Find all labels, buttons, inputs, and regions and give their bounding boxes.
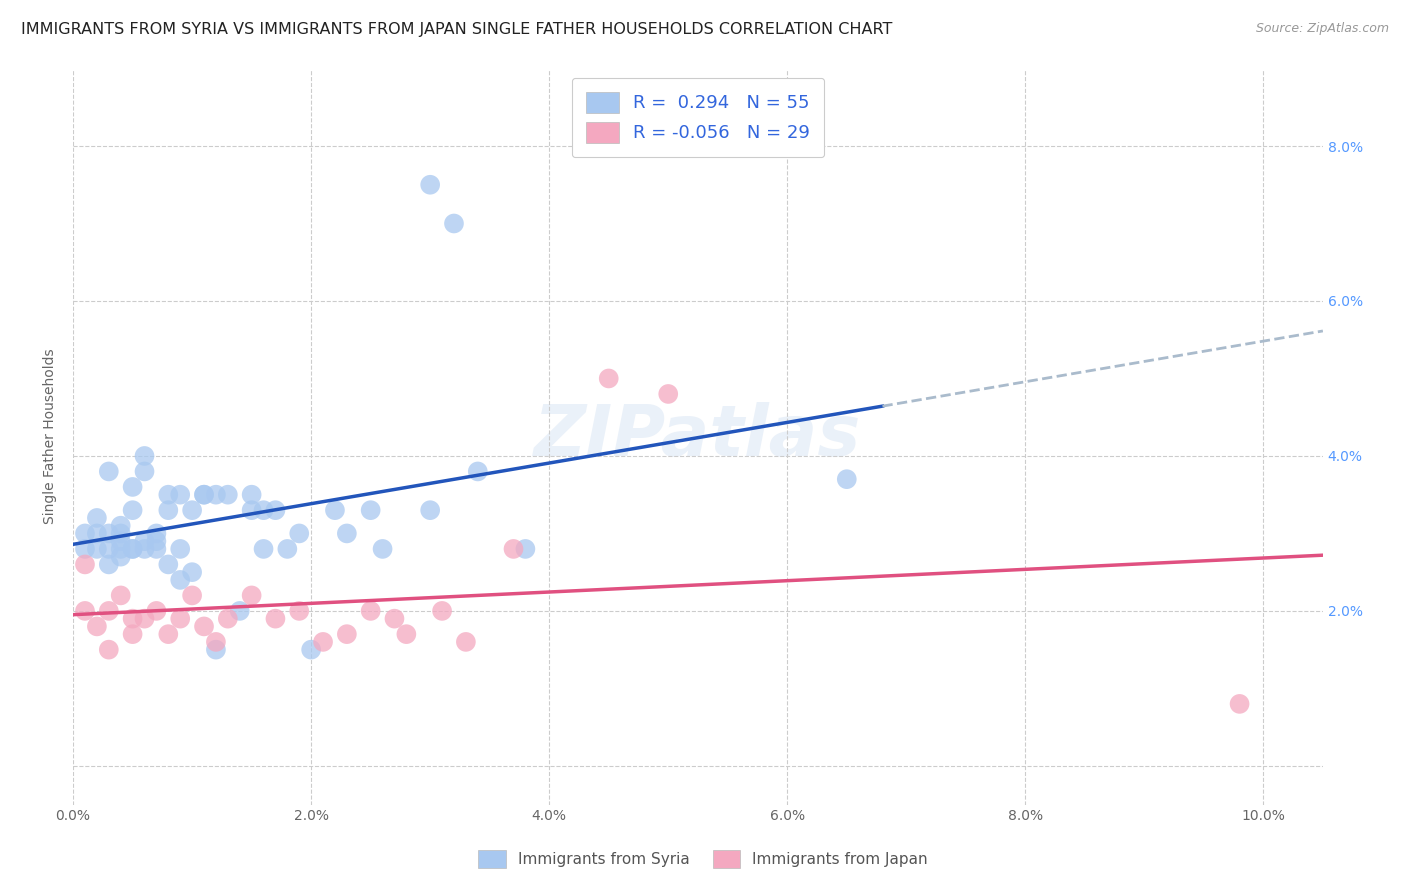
Point [454, 635, 477, 649]
Point [145, 526, 167, 541]
Point [169, 488, 191, 502]
Point [121, 627, 143, 641]
Point [134, 465, 156, 479]
Text: IMMIGRANTS FROM SYRIA VS IMMIGRANTS FROM JAPAN SINGLE FATHER HOUSEHOLDS CORRELAT: IMMIGRANTS FROM SYRIA VS IMMIGRANTS FROM… [21, 22, 893, 37]
Point [430, 604, 453, 618]
Point [110, 526, 132, 541]
Point [276, 541, 298, 556]
Point [217, 488, 239, 502]
Y-axis label: Single Father Households: Single Father Households [44, 349, 58, 524]
Point [252, 503, 274, 517]
Point [73, 604, 96, 618]
Point [264, 503, 287, 517]
Point [384, 612, 406, 626]
Point [515, 541, 537, 556]
Point [598, 371, 620, 385]
Text: ZIPatlas: ZIPatlas [534, 402, 862, 471]
Text: Source: ZipAtlas.com: Source: ZipAtlas.com [1256, 22, 1389, 36]
Point [169, 612, 191, 626]
Point [110, 541, 132, 556]
Point [193, 619, 215, 633]
Point [193, 488, 215, 502]
Point [360, 503, 382, 517]
Point [110, 534, 132, 549]
Point [121, 503, 143, 517]
Point [110, 518, 132, 533]
Point [288, 526, 311, 541]
Point [502, 541, 524, 556]
Point [97, 541, 120, 556]
Point [121, 612, 143, 626]
Legend: Immigrants from Syria, Immigrants from Japan: Immigrants from Syria, Immigrants from J… [472, 844, 934, 873]
Point [336, 627, 359, 641]
Point [419, 503, 441, 517]
Point [145, 541, 167, 556]
Point [336, 526, 359, 541]
Point [134, 612, 156, 626]
Point [97, 604, 120, 618]
Point [252, 541, 274, 556]
Point [157, 627, 180, 641]
Point [134, 541, 156, 556]
Point [121, 541, 143, 556]
Point [1229, 697, 1251, 711]
Point [181, 565, 204, 579]
Point [121, 480, 143, 494]
Point [169, 541, 191, 556]
Point [110, 589, 132, 603]
Point [299, 642, 322, 657]
Point [240, 589, 263, 603]
Point [86, 511, 108, 525]
Point [657, 387, 679, 401]
Point [835, 472, 858, 486]
Point [181, 503, 204, 517]
Point [395, 627, 418, 641]
Point [86, 619, 108, 633]
Point [181, 589, 204, 603]
Point [73, 541, 96, 556]
Point [169, 573, 191, 587]
Point [121, 541, 143, 556]
Point [145, 534, 167, 549]
Point [73, 558, 96, 572]
Point [229, 604, 252, 618]
Point [264, 612, 287, 626]
Point [157, 488, 180, 502]
Legend: R =  0.294   N = 55, R = -0.056   N = 29: R = 0.294 N = 55, R = -0.056 N = 29 [572, 78, 824, 157]
Point [193, 488, 215, 502]
Point [97, 558, 120, 572]
Point [157, 503, 180, 517]
Point [86, 541, 108, 556]
Point [205, 488, 228, 502]
Point [371, 541, 394, 556]
Point [73, 526, 96, 541]
Point [97, 526, 120, 541]
Point [134, 449, 156, 463]
Point [86, 526, 108, 541]
Point [97, 642, 120, 657]
Point [97, 465, 120, 479]
Point [145, 604, 167, 618]
Point [205, 635, 228, 649]
Point [110, 549, 132, 564]
Point [360, 604, 382, 618]
Point [443, 217, 465, 231]
Point [205, 642, 228, 657]
Point [312, 635, 335, 649]
Point [419, 178, 441, 192]
Point [240, 488, 263, 502]
Point [467, 465, 489, 479]
Point [240, 503, 263, 517]
Point [323, 503, 346, 517]
Point [288, 604, 311, 618]
Point [217, 612, 239, 626]
Point [134, 534, 156, 549]
Point [157, 558, 180, 572]
